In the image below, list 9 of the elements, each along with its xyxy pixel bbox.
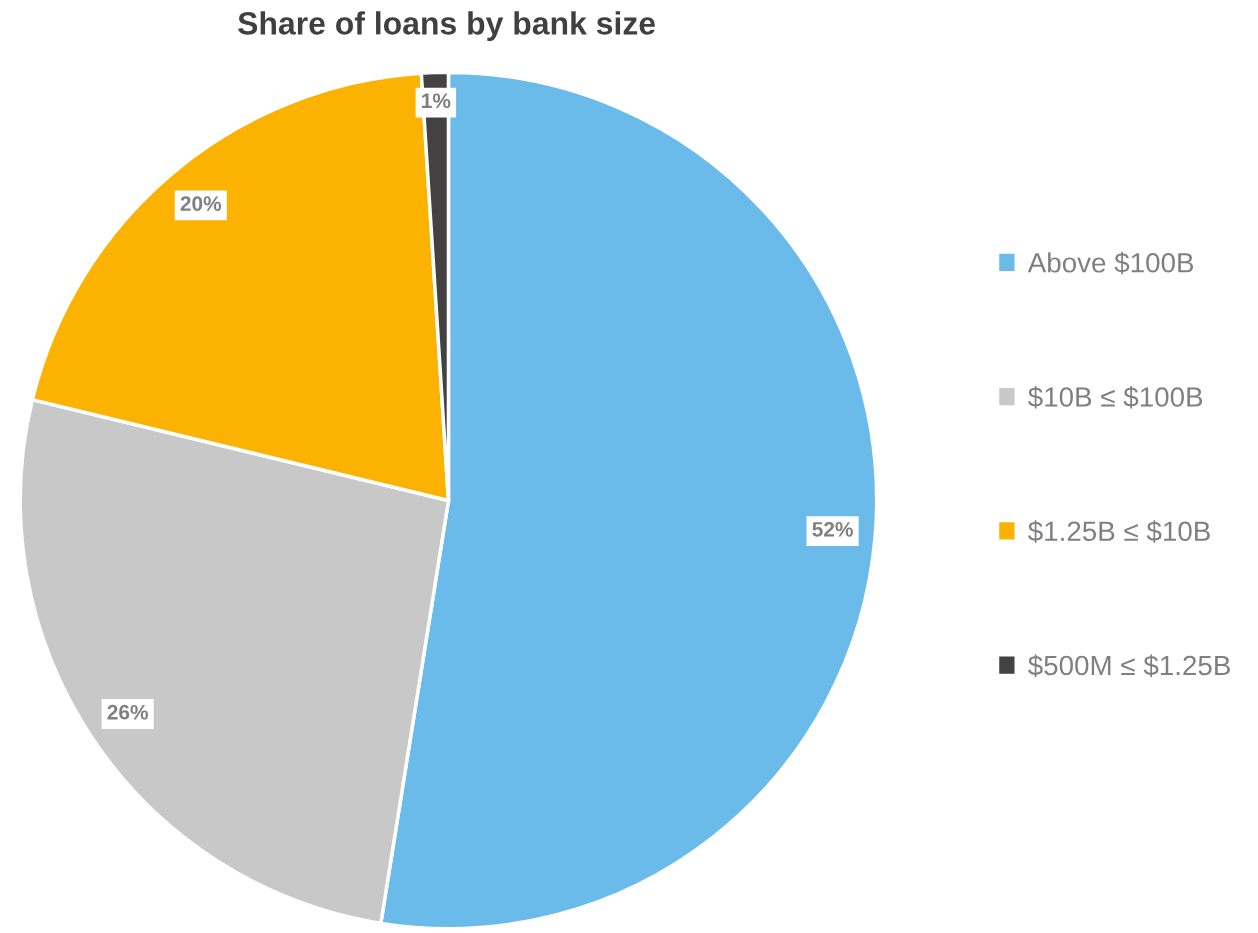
legend-label: $10B ≤ $100B: [1028, 386, 1203, 409]
data-label: 1%: [422, 93, 451, 109]
legend-label: $500M ≤ $1.25B: [1028, 654, 1230, 677]
data-label: 20%: [180, 196, 222, 211]
data-label: 26%: [107, 704, 148, 720]
legend-label: $1.25B ≤ $10B: [1028, 520, 1210, 543]
data-label: 52%: [812, 521, 853, 537]
legend-label: Above $100B: [1027, 251, 1194, 275]
chart-title: Share of loans by bank size: [238, 11, 655, 42]
